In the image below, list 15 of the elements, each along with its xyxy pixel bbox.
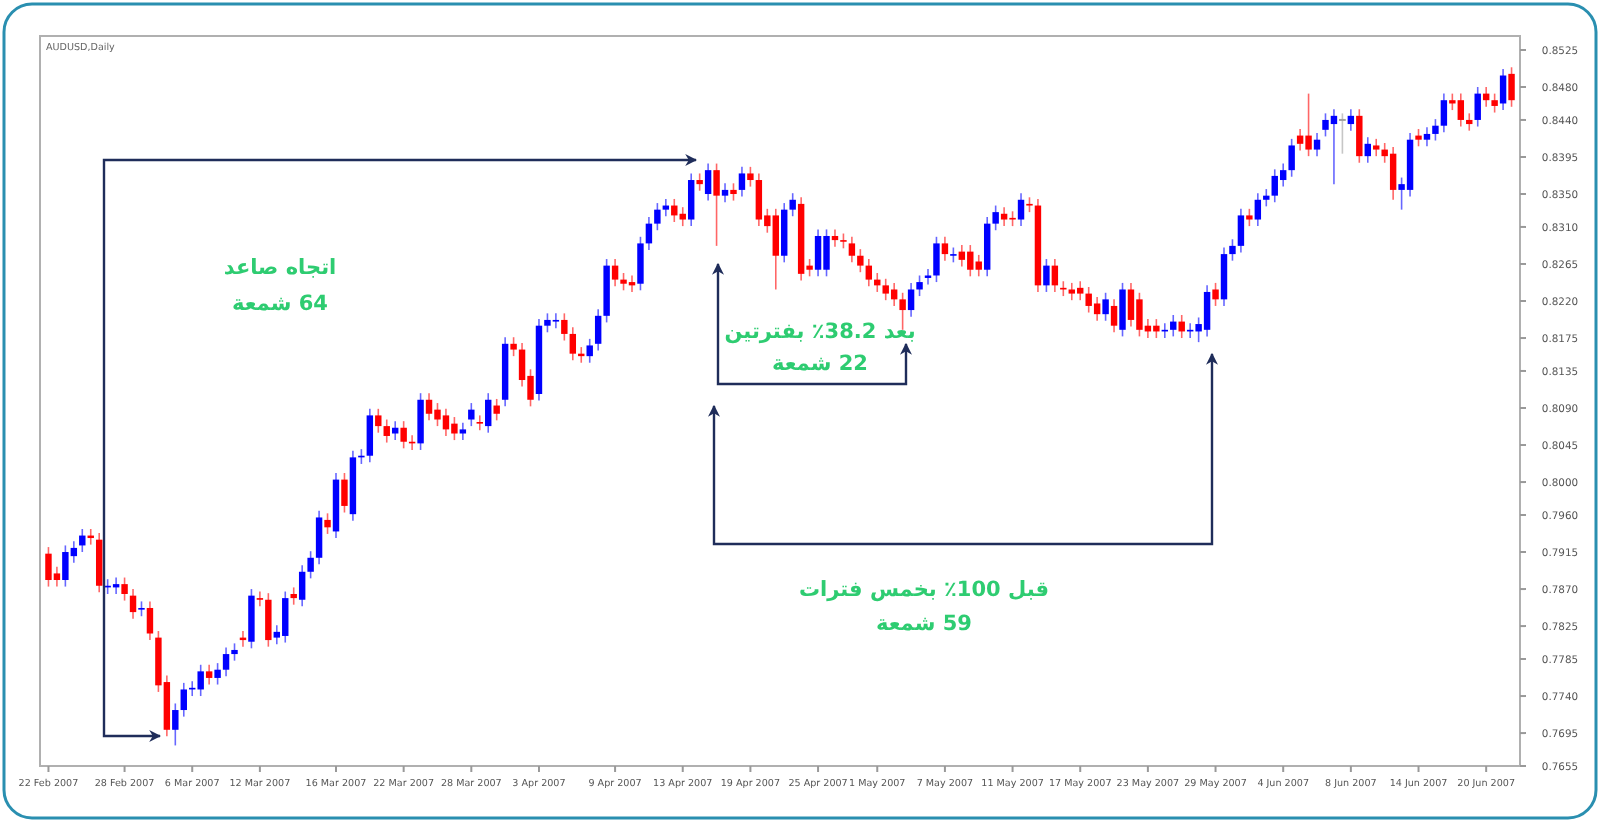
annotation: قبل 100٪ بخمس فترات [798,578,1050,602]
candlestick [256,590,264,608]
candlestick [1466,112,1473,132]
annotation: 59 شمعة [876,612,972,636]
candlestick [831,228,839,248]
candlestick [662,198,670,218]
candlestick [1263,188,1270,208]
candlestick [476,414,483,432]
annotation: 64 شمعة [232,292,328,316]
annotation: 22 شمعة [772,352,868,376]
annotation: اتجاه صاعد [223,256,337,280]
annotation: بعد 38.2٪ بفترتين [724,320,916,344]
candlestick [552,312,560,329]
candlestick [290,586,297,606]
candlestick [924,268,932,286]
